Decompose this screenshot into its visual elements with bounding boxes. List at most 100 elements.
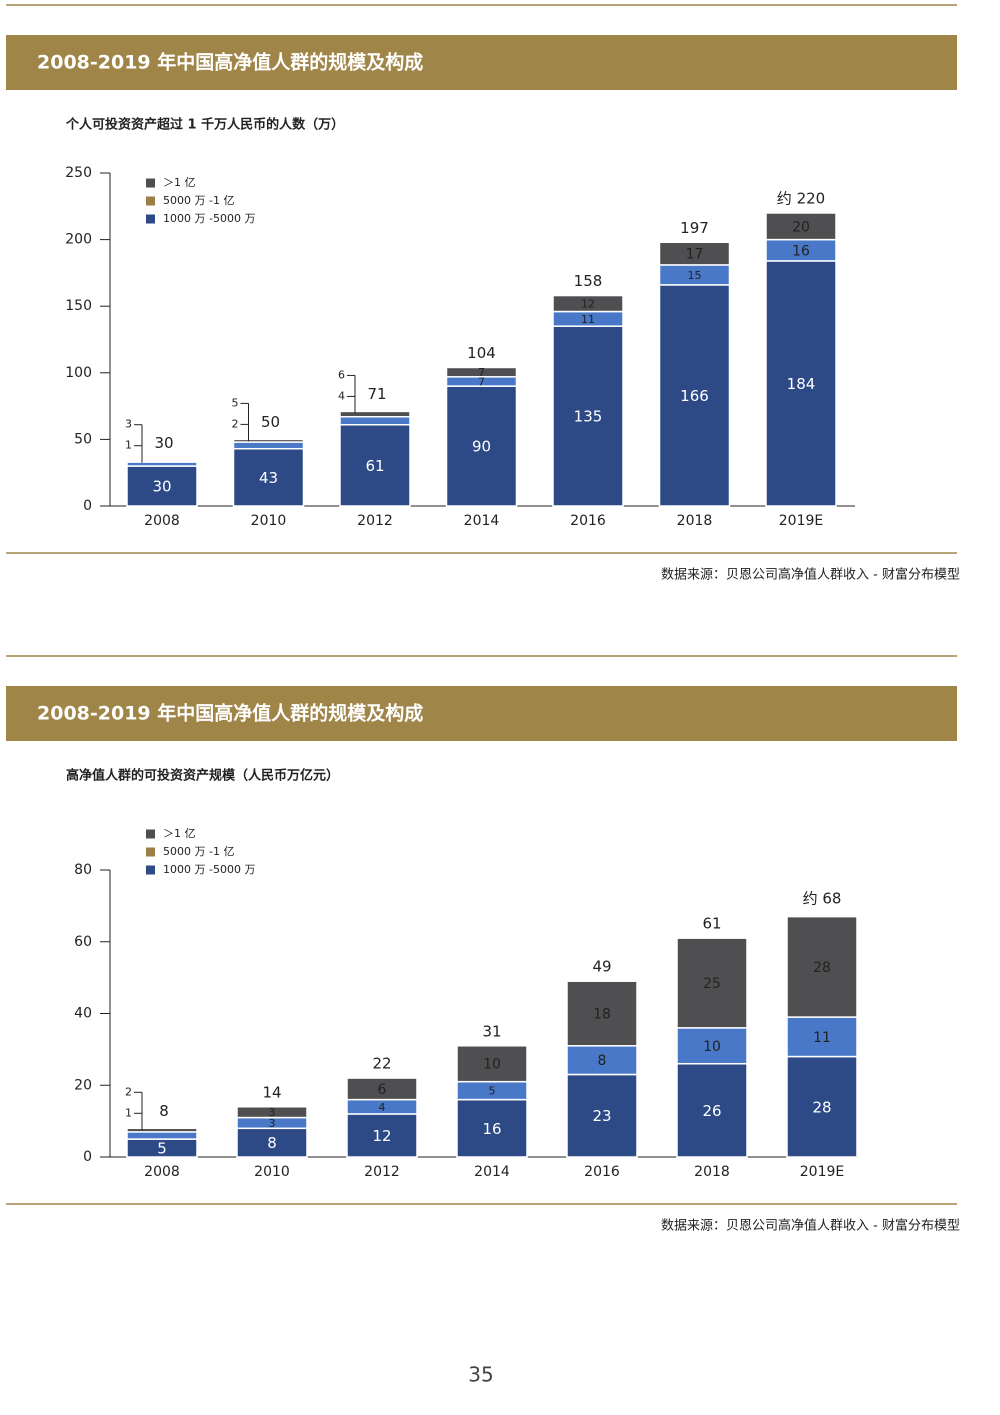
total-label: 30	[154, 434, 173, 452]
legend-label: ＞1 亿	[163, 176, 196, 189]
value-label: 4	[379, 1101, 386, 1114]
total-label: 31	[482, 1022, 501, 1040]
bar-segment	[339, 410, 411, 418]
bar-segment	[786, 915, 858, 1018]
x-tick-label: 2019E	[779, 513, 823, 529]
y-tick-label: 250	[65, 165, 92, 181]
total-label: 8	[159, 1102, 169, 1120]
bar-segment	[236, 1106, 308, 1119]
value-label: 2	[125, 1085, 132, 1098]
x-tick-label: 2016	[584, 1164, 620, 1180]
total-label: 14	[262, 1083, 281, 1101]
x-tick-label: 2008	[144, 1164, 180, 1180]
value-label: 135	[574, 408, 603, 426]
value-label: 5	[157, 1140, 167, 1158]
legend-label: 1000 万 -5000 万	[163, 212, 255, 225]
y-tick-label: 50	[74, 431, 92, 447]
value-label: 90	[472, 438, 491, 456]
bar-segment	[566, 980, 638, 1047]
value-label: 30	[152, 478, 171, 496]
chart-subtitle: 个人可投资资产超过 1 千万人民币的人数（万）	[65, 117, 344, 133]
bar-segment	[126, 465, 198, 507]
bar-segment	[676, 937, 748, 1029]
value-label: 4	[338, 389, 345, 402]
y-tick-label: 40	[74, 1006, 92, 1022]
bar-segment	[658, 284, 731, 507]
value-label: 8	[598, 1053, 607, 1069]
value-label: 1	[125, 1106, 132, 1119]
bar-segment	[456, 1045, 528, 1083]
title-banner	[6, 686, 957, 741]
x-tick-label: 2016	[570, 513, 606, 529]
value-label: 18	[593, 1007, 611, 1023]
value-label: 61	[365, 457, 384, 475]
y-tick-label: 150	[65, 298, 92, 314]
x-tick-label: 2018	[677, 513, 713, 529]
legend-label: ＞1 亿	[163, 827, 196, 840]
total-label: 22	[372, 1055, 391, 1073]
bar-segment	[339, 423, 411, 507]
value-label: 43	[259, 469, 278, 487]
total-label: 71	[367, 385, 386, 403]
value-label: 184	[787, 375, 816, 393]
total-label: 约 220	[777, 189, 825, 207]
value-label: 25	[703, 976, 721, 992]
bar-segment	[339, 416, 411, 426]
value-label: 5	[489, 1085, 496, 1098]
value-label: 12	[581, 298, 595, 311]
x-tick-label: 2019E	[800, 1164, 844, 1180]
value-label: 20	[792, 219, 810, 235]
page-number: 35	[468, 1363, 493, 1387]
total-label: 158	[574, 272, 603, 290]
value-label: 7	[478, 366, 485, 379]
legend-marker	[146, 178, 155, 188]
y-tick-label: 200	[65, 232, 92, 248]
y-tick-label: 60	[74, 934, 92, 950]
bar-segment	[232, 441, 305, 450]
bar-segment	[456, 1098, 528, 1158]
value-label: 1	[125, 439, 132, 452]
value-label: 3	[125, 418, 132, 431]
y-tick-label: 100	[65, 365, 92, 381]
title-banner	[6, 35, 957, 90]
bar-segment	[552, 294, 624, 313]
bar-segment	[126, 1131, 198, 1140]
bar-segment	[445, 385, 518, 507]
value-label: 166	[680, 387, 709, 405]
value-label: 10	[703, 1039, 721, 1055]
value-label: 28	[813, 960, 831, 976]
chart-title: 2008-2019 年中国高净值人群的规模及构成	[37, 702, 423, 725]
bar-segment	[786, 1016, 858, 1058]
total-label: 61	[702, 915, 721, 933]
bar-segment	[126, 1127, 198, 1133]
legend-marker	[146, 829, 155, 839]
value-label: 10	[483, 1057, 501, 1073]
bar-segment	[232, 438, 305, 443]
legend-label: 1000 万 -5000 万	[163, 863, 255, 876]
value-label: 26	[702, 1102, 721, 1120]
value-label: 5	[232, 396, 239, 409]
y-tick-label: 0	[83, 498, 92, 514]
bar-segment	[346, 1113, 418, 1158]
chart-subtitle: 高净值人群的可投资资产规模（人民币万亿元）	[66, 768, 339, 784]
x-tick-label: 2014	[464, 513, 500, 529]
total-label: 104	[467, 344, 496, 362]
value-label: 23	[592, 1107, 611, 1125]
legend-marker	[146, 865, 155, 875]
chart-title: 2008-2019 年中国高净值人群的规模及构成	[37, 51, 423, 74]
value-label: 3	[269, 1106, 276, 1119]
total-label: 197	[680, 219, 709, 237]
value-label: 16	[792, 243, 810, 259]
x-tick-label: 2012	[357, 513, 393, 529]
bar-segment	[236, 1127, 308, 1158]
source: 数据来源：贝恩公司高净值人群收入 - 财富分布模型	[661, 1218, 960, 1234]
bar-segment	[566, 1045, 638, 1076]
value-label: 2	[232, 417, 239, 430]
legend-marker	[146, 214, 155, 224]
value-label: 3	[269, 1117, 276, 1130]
bar-segment	[765, 212, 837, 241]
source: 数据来源：贝恩公司高净值人群收入 - 财富分布模型	[661, 567, 960, 583]
value-label: 15	[688, 269, 702, 282]
x-tick-label: 2014	[474, 1164, 510, 1180]
